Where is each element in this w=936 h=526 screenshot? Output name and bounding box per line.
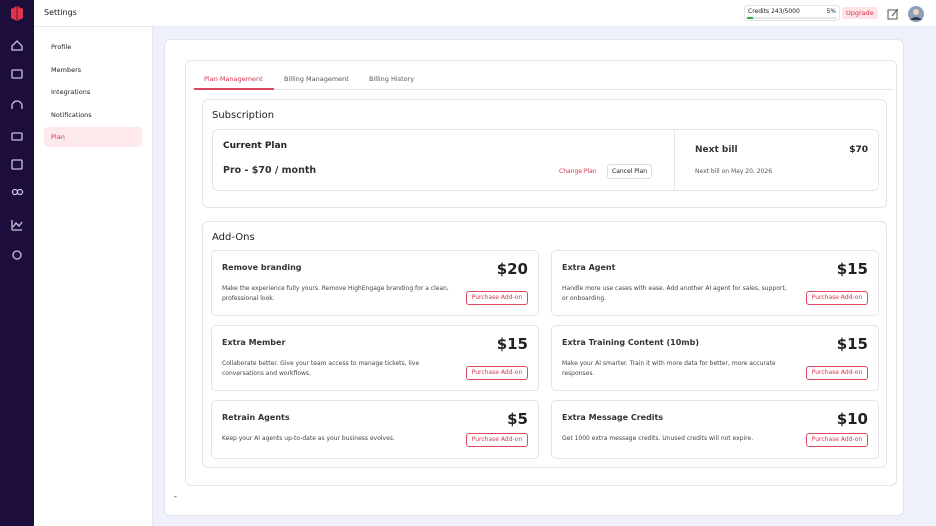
purchase-button[interactable]: Purchase Add-on <box>466 291 528 305</box>
addon-description: Get 1000 extra message credits. Unused c… <box>562 435 754 442</box>
addon-card: Extra Training Content (10mb) $15 Make you… <box>551 325 879 391</box>
plan-name: Pro - $70 / month <box>223 165 317 176</box>
addon-name: Extra Message Credits <box>562 413 664 422</box>
addon-description: Handle more use cases with ease. Add ano… <box>562 285 787 302</box>
avatar[interactable] <box>907 5 925 23</box>
credits-bar <box>747 17 837 19</box>
credits-widget: Credits 243/5000 5% <box>744 5 840 21</box>
section-title: Add-Ons <box>212 232 255 243</box>
addon-card: Extra Agent $15 Handle more use cases with… <box>551 250 879 316</box>
top-bar: Settings Credits 243/5000 5% Upgrade <box>34 0 936 27</box>
change-plan-button[interactable]: Change Plan <box>559 168 597 175</box>
tab[interactable]: Billing History <box>369 75 415 83</box>
addon-description: Keep your AI agents up-to-date as your b… <box>222 435 395 442</box>
purchase-button[interactable]: Purchase Add-on <box>466 433 528 447</box>
addon-price: $15 <box>836 260 868 278</box>
divider <box>674 130 675 190</box>
purchase-button[interactable]: Purchase Add-on <box>806 366 868 380</box>
addon-name: Retrain Agents <box>222 413 290 422</box>
addon-card: Remove branding $20 Make the experience fu… <box>211 250 539 316</box>
nav-item[interactable]: Profile <box>51 43 72 51</box>
sidebar <box>0 0 34 526</box>
current-plan-label: Current Plan <box>223 141 287 151</box>
plan-box: Current Plan Pro - $70 / month Change Pl… <box>212 129 879 191</box>
addon-card: Retrain Agents $5 Keep your AI agents up-t… <box>211 400 539 459</box>
page-title: Settings <box>44 8 77 17</box>
nav-item[interactable]: Members <box>51 65 82 74</box>
addons-section: Add-Ons Remove branding $20 Make the experi… <box>202 221 887 468</box>
next-bill-label: Next bill <box>695 145 738 155</box>
purchase-button[interactable]: Purchase Add-on <box>466 366 528 380</box>
addon-description: Make the experience fully yours. Remove … <box>222 285 449 302</box>
sidebar-icons <box>11 6 24 260</box>
addon-description: Make your AI smarter. Train it with more… <box>562 360 776 377</box>
nav-item[interactable]: Plan <box>51 133 65 141</box>
next-bill-amount: $70 <box>849 145 868 155</box>
next-bill-date: Next bill on May 20, 2026 <box>695 168 773 175</box>
purchase-button[interactable]: Purchase Add-on <box>806 433 868 447</box>
nav-active-bg <box>44 127 142 147</box>
addon-price: $10 <box>836 410 868 428</box>
addon-name: Extra Member <box>222 338 286 347</box>
tab[interactable]: Billing Management <box>284 75 349 83</box>
subscription-section: Subscription Current Plan Pro - $70 / mo… <box>202 99 887 208</box>
section-title: Subscription <box>212 110 275 121</box>
purchase-button[interactable]: Purchase Add-on <box>806 291 868 305</box>
nav-item[interactable]: Notifications <box>51 110 92 119</box>
tab[interactable]: Plan Management <box>204 75 263 83</box>
credits-bar-fill <box>747 17 753 19</box>
addon-name: Extra Training Content (10mb) <box>562 338 700 347</box>
edit-icon[interactable] <box>886 7 900 21</box>
upgrade-button[interactable]: Upgrade <box>842 7 878 19</box>
tabs: Plan Management Billing Management Billing… <box>194 70 894 90</box>
addon-price: $15 <box>836 335 868 353</box>
addon-name: Extra Agent <box>562 263 616 272</box>
credits-percent: 5% <box>826 8 836 15</box>
addon-price: $5 <box>507 410 528 428</box>
footer: - <box>174 492 177 501</box>
settings-nav: Profile Members Integrations Notifications P… <box>34 27 153 526</box>
tab-underline <box>194 88 274 90</box>
credits-label: Credits 243/5000 <box>748 8 800 15</box>
cancel-plan-button[interactable]: Cancel Plan <box>607 164 652 179</box>
addon-price: $20 <box>496 260 528 278</box>
addon-description: Collaborate better. Give your team acces… <box>222 360 420 377</box>
addon-card: Extra Member $15 Collaborate better. Give … <box>211 325 539 391</box>
nav-item[interactable]: Integrations <box>51 88 91 96</box>
addon-price: $15 <box>496 335 528 353</box>
addon-card: Extra Message Credits $10 Get 1000 extra m… <box>551 400 879 459</box>
addon-name: Remove branding <box>222 263 302 272</box>
